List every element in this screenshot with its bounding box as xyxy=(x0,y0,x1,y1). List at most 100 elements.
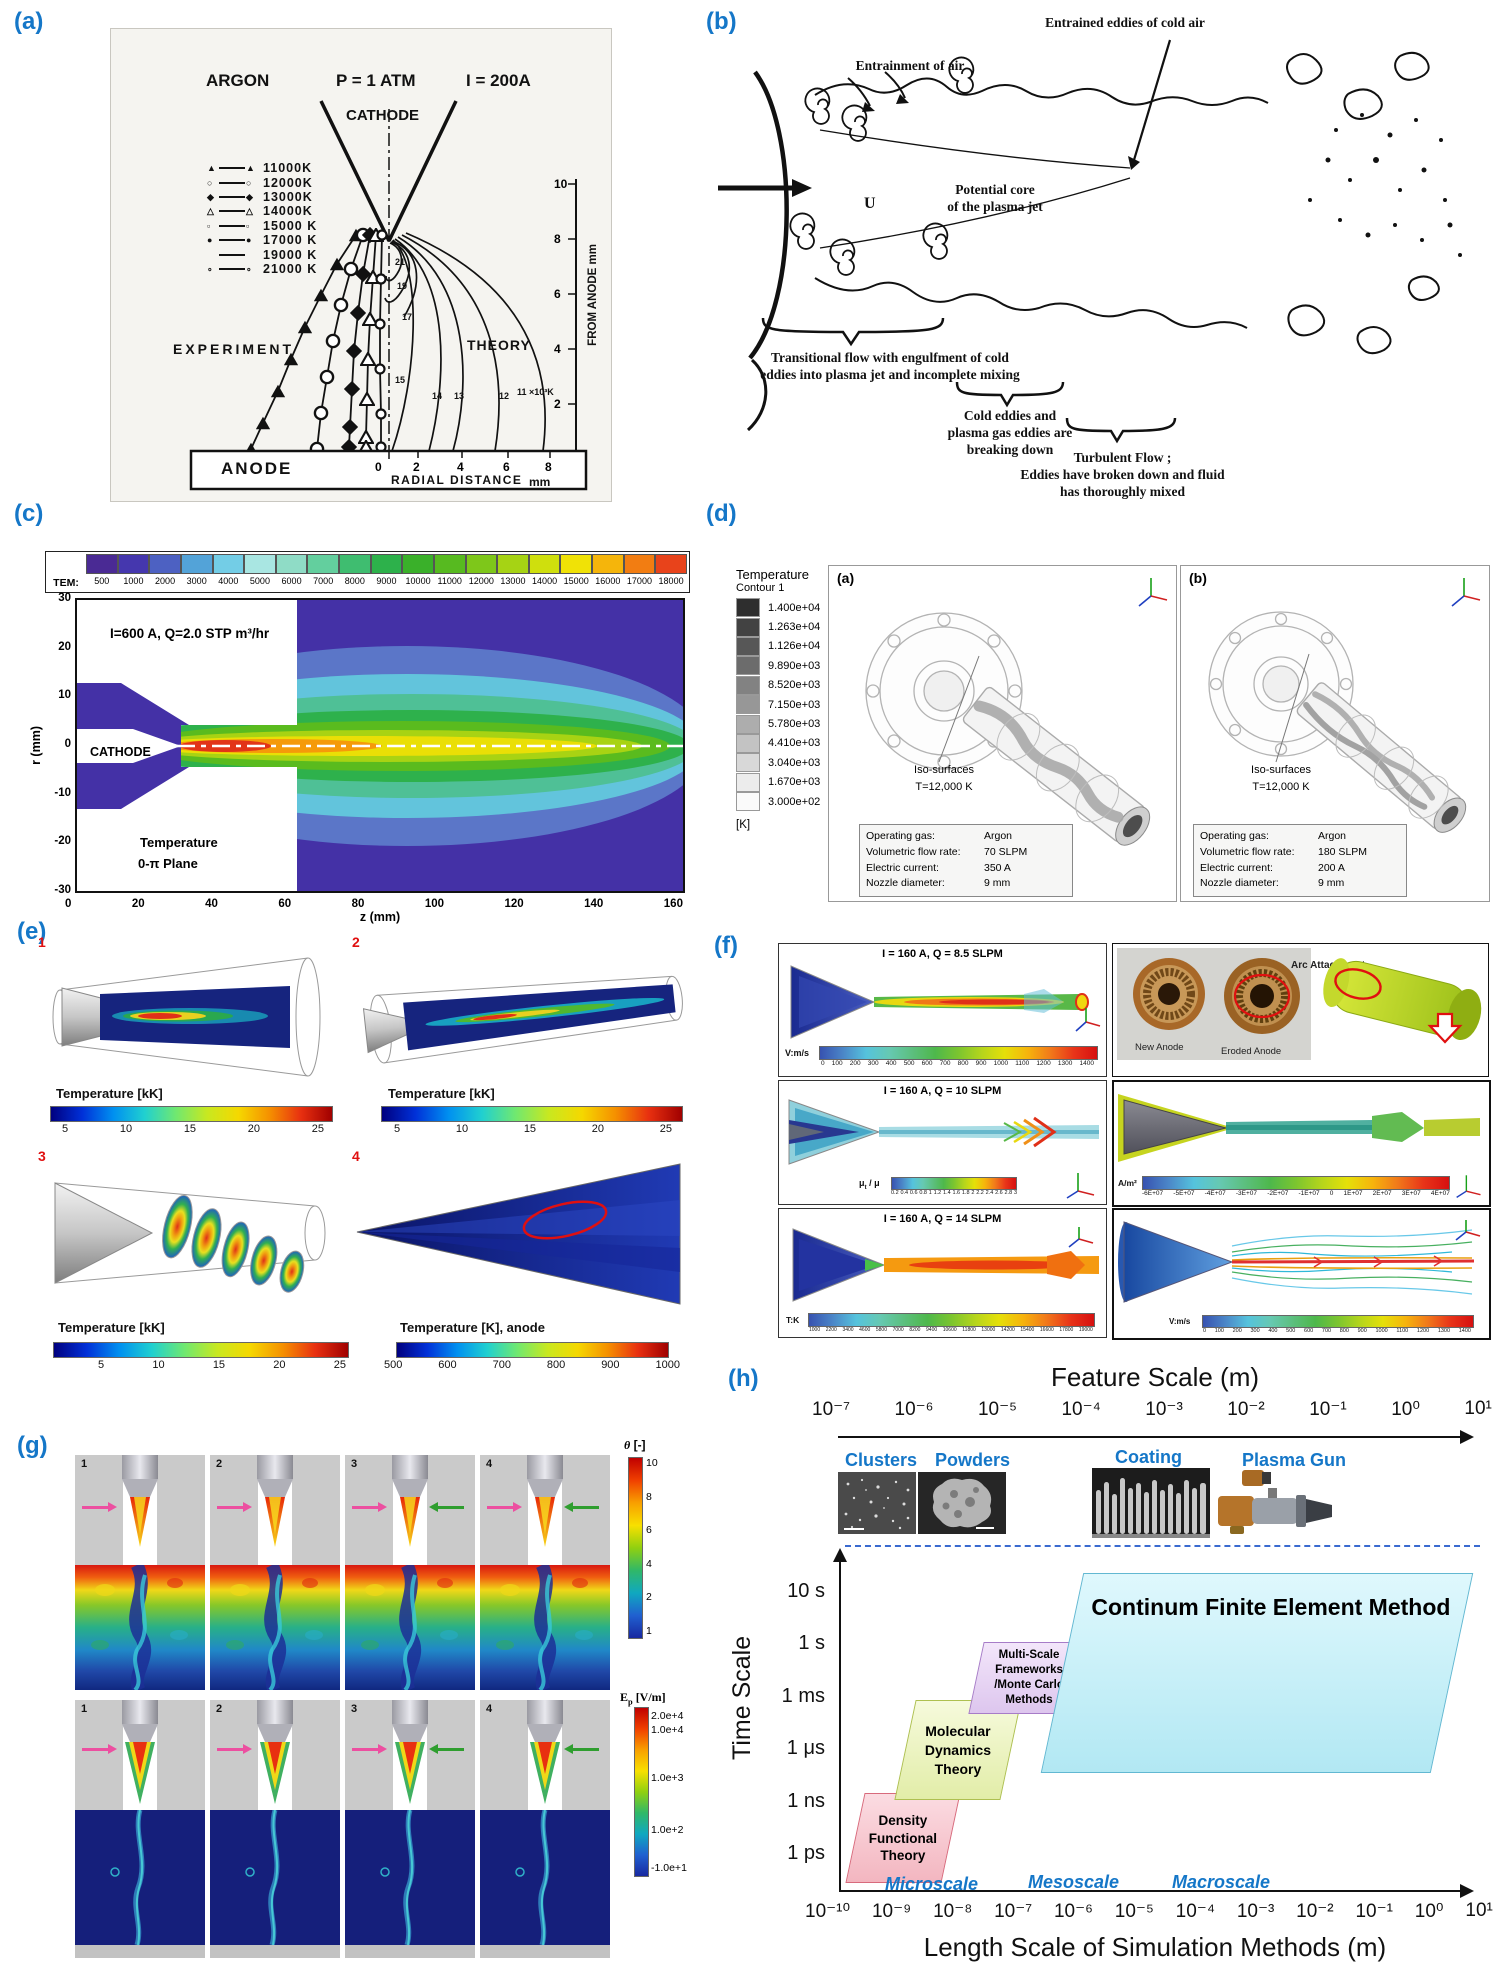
d-legend-entry: 3.000e+02 xyxy=(736,792,820,812)
green-arrow-icon xyxy=(429,1502,464,1511)
d-legend-entry: 4.410e+03 xyxy=(736,733,820,753)
f-vel-cb xyxy=(1202,1315,1474,1328)
f-vel-cb-ticks: 0 100 200 300 400 500 600 700 800 900 1000 1100 1200… xyxy=(1203,1328,1471,1334)
h-clusters-label: Clusters xyxy=(845,1450,918,1470)
e-subpanel-2-number: 2 xyxy=(352,934,360,950)
d-table-row: Volumetric flow rate: 180 SLPM xyxy=(1200,845,1368,858)
d-iso-label-a: Iso-surfaces T=12,000 K xyxy=(914,764,974,793)
c-note-plane: 0-π Plane xyxy=(138,856,198,871)
f-arc-attachment-render xyxy=(1323,958,1482,1044)
d-legend-entry: 7.150e+03 xyxy=(736,695,820,715)
pink-arrow-icon xyxy=(352,1502,387,1511)
f-cb1-label: V:m/s xyxy=(785,1048,810,1058)
c-colorbar-cell: 10000 xyxy=(402,554,434,592)
c-colorbar-cell: 4000 xyxy=(212,554,245,592)
f-anode-photos xyxy=(1117,948,1311,1060)
c-colorbar-cell: 7000 xyxy=(307,554,339,592)
h-box-md: Molecular Dynamics Theory xyxy=(894,1700,1022,1800)
h-box-fem: Continum Finite Element Method xyxy=(1040,1573,1474,1773)
a-legend-item: △ △ 14000K xyxy=(207,204,313,219)
h-y-axis-arrow xyxy=(833,1548,847,1562)
f-panel-1-title: I = 160 A, Q = 8.5 SLPM xyxy=(882,948,1003,960)
d-table-row: Volumetric flow rate: 70 SLPM xyxy=(866,845,1028,858)
c-temperature-contour xyxy=(77,600,683,891)
d-table-b: Operating gas: Argon Volumetric flow rate… xyxy=(1193,824,1407,897)
f-velocity-plot-1 xyxy=(790,965,1101,1039)
panel-d: Temperature Contour 1 1.400e+04 1.263e+0… xyxy=(700,505,1495,915)
b-jet-sketch xyxy=(718,39,1462,444)
d-legend-entry: 1.670e+03 xyxy=(736,772,820,792)
a-legend-item: ∘ ∘ 21000 K xyxy=(207,261,318,276)
green-arrow-icon xyxy=(564,1744,599,1753)
f-amp-cb-ticks: -6E+07 -5E+07 -4E+07 -3E+07 -2E+07 -1E+07 0 1E+… xyxy=(1142,1190,1450,1197)
a-legend-marker-icon: ○ xyxy=(246,177,252,188)
f-cb1-ticks: 0 100 200 300 400 500 600 700 800 900 1000 1100 1200… xyxy=(821,1060,1094,1067)
f-cb2 xyxy=(891,1177,1017,1190)
h-bottom-title: Length Scale of Simulation Methods (m) xyxy=(923,1932,1387,1962)
a-legend-marker-icon: ▲ xyxy=(207,163,216,174)
h-bottom-ticks: 10⁻¹⁰ 10⁻⁹ 10⁻⁸ 10⁻⁷ 10⁻⁶ 10⁻⁵ 10⁻⁴ 10⁻³ 10⁻² 10⁻… xyxy=(805,1900,1493,1922)
axis-triad-icon xyxy=(1066,1173,1095,1199)
a-y-axis-label: FROM ANODE mm xyxy=(587,244,599,346)
a-legend-marker-icon: ∘ xyxy=(207,263,213,274)
b-core-label: Potential core of the plasma jet xyxy=(947,182,1043,214)
h-plasma-gun-image xyxy=(1212,1468,1340,1538)
h-top-ticks: 10⁻⁷ 10⁻⁶ 10⁻⁵ 10⁻⁴ 10⁻³ 10⁻² 10⁻¹ 10⁰ 10¹ xyxy=(812,1398,1492,1420)
a-title-current: I = 200A xyxy=(466,71,531,90)
g-ep-cb xyxy=(634,1707,649,1877)
b-transitional-label: Transitional flow with engulfment of col… xyxy=(760,350,1020,382)
c-colorbar: TEM: 500 1000 2000 3000 4000 xyxy=(45,551,690,593)
e-torch-discs-3 xyxy=(54,1182,326,1293)
d-legend-unit: [K] xyxy=(736,819,751,832)
a-legend-marker-icon: ∘ xyxy=(246,263,252,274)
panel-d-label: (d) xyxy=(706,500,737,527)
g-ep-cb-ticks: 2.0e+4 1.0e+4 1.0e+3 1.0e+2 -1.0e+1 xyxy=(651,1710,687,1874)
d-legend-subtitle: Contour 1 xyxy=(736,582,785,594)
a-x-axis-unit: mm xyxy=(529,475,551,489)
h-coating-label: Coating xyxy=(1115,1447,1182,1467)
h-plasma-gun-label: Plasma Gun xyxy=(1242,1450,1347,1470)
pink-arrow-icon xyxy=(217,1744,252,1753)
d-table-row: Nozzle diameter: 9 mm xyxy=(1200,877,1345,890)
f-cb3-label: T:K xyxy=(786,1315,800,1325)
b-velocity-label: U xyxy=(864,195,876,212)
a-title-gas: ARGON xyxy=(206,71,270,90)
d-subpanel-a-tag: (a) xyxy=(837,570,855,586)
f-cb3 xyxy=(808,1313,1095,1327)
panel-c-label: (c) xyxy=(14,500,44,527)
c-colorbar-cell: 8000 xyxy=(339,554,371,592)
a-legend-marker-icon: ● xyxy=(207,235,213,246)
e-cb3-title: Temperature [kK] xyxy=(58,1320,165,1335)
c-colorbar-cell: 16000 xyxy=(592,554,624,592)
d-legend-entry: 1.126e+04 xyxy=(736,636,820,656)
e-cb2-title: Temperature [kK] xyxy=(388,1086,495,1101)
e-cb1-ticks: 5 10 15 20 25 xyxy=(62,1123,324,1135)
d-table-row: Operating gas: Argon xyxy=(1200,830,1347,842)
c-colorbar-prefix: TEM: xyxy=(53,577,79,589)
d-torch-cad-a xyxy=(865,578,1168,846)
d-table-row: Operating gas: Argon xyxy=(866,830,1013,842)
b-cold-eddies-label: Cold eddies and plasma gas eddies are brea… xyxy=(947,408,1073,457)
c-x-axis-label: z (mm) xyxy=(359,910,401,924)
g-top-turbulence-row xyxy=(75,1565,610,1690)
f-temperature-plot-3 xyxy=(792,1227,1099,1302)
a-legend-marker-icon: ● xyxy=(246,235,252,246)
e-subpanel-3-number: 3 xyxy=(38,1148,46,1164)
e-cb3-ticks: 5 10 15 20 25 xyxy=(98,1359,346,1371)
g-bottom-3: 3 xyxy=(351,1703,358,1715)
a-cathode-label: CATHODE xyxy=(346,107,420,124)
e-cb2 xyxy=(381,1106,683,1122)
d-torch-cad-b xyxy=(1208,578,1481,833)
c-colorbar-cell: 3000 xyxy=(180,554,213,592)
axis-triad-icon xyxy=(1456,1175,1481,1198)
e-anode-cone-4 xyxy=(356,1163,681,1305)
f-panel-2-title: I = 160 A, Q = 10 SLPM xyxy=(883,1085,1002,1097)
f-panel-2: I = 160 A, Q = 10 SLPM μt / μ 0.2 0.4 0.6 0… xyxy=(778,1080,1107,1205)
h-powders-image xyxy=(918,1472,1006,1534)
pink-arrow-icon xyxy=(487,1502,522,1511)
f-viscosity-plot-2 xyxy=(788,1099,1099,1165)
f-amp-cb-label: A/m² xyxy=(1118,1178,1137,1188)
d-legend-entry: 9.890e+03 xyxy=(736,656,820,676)
